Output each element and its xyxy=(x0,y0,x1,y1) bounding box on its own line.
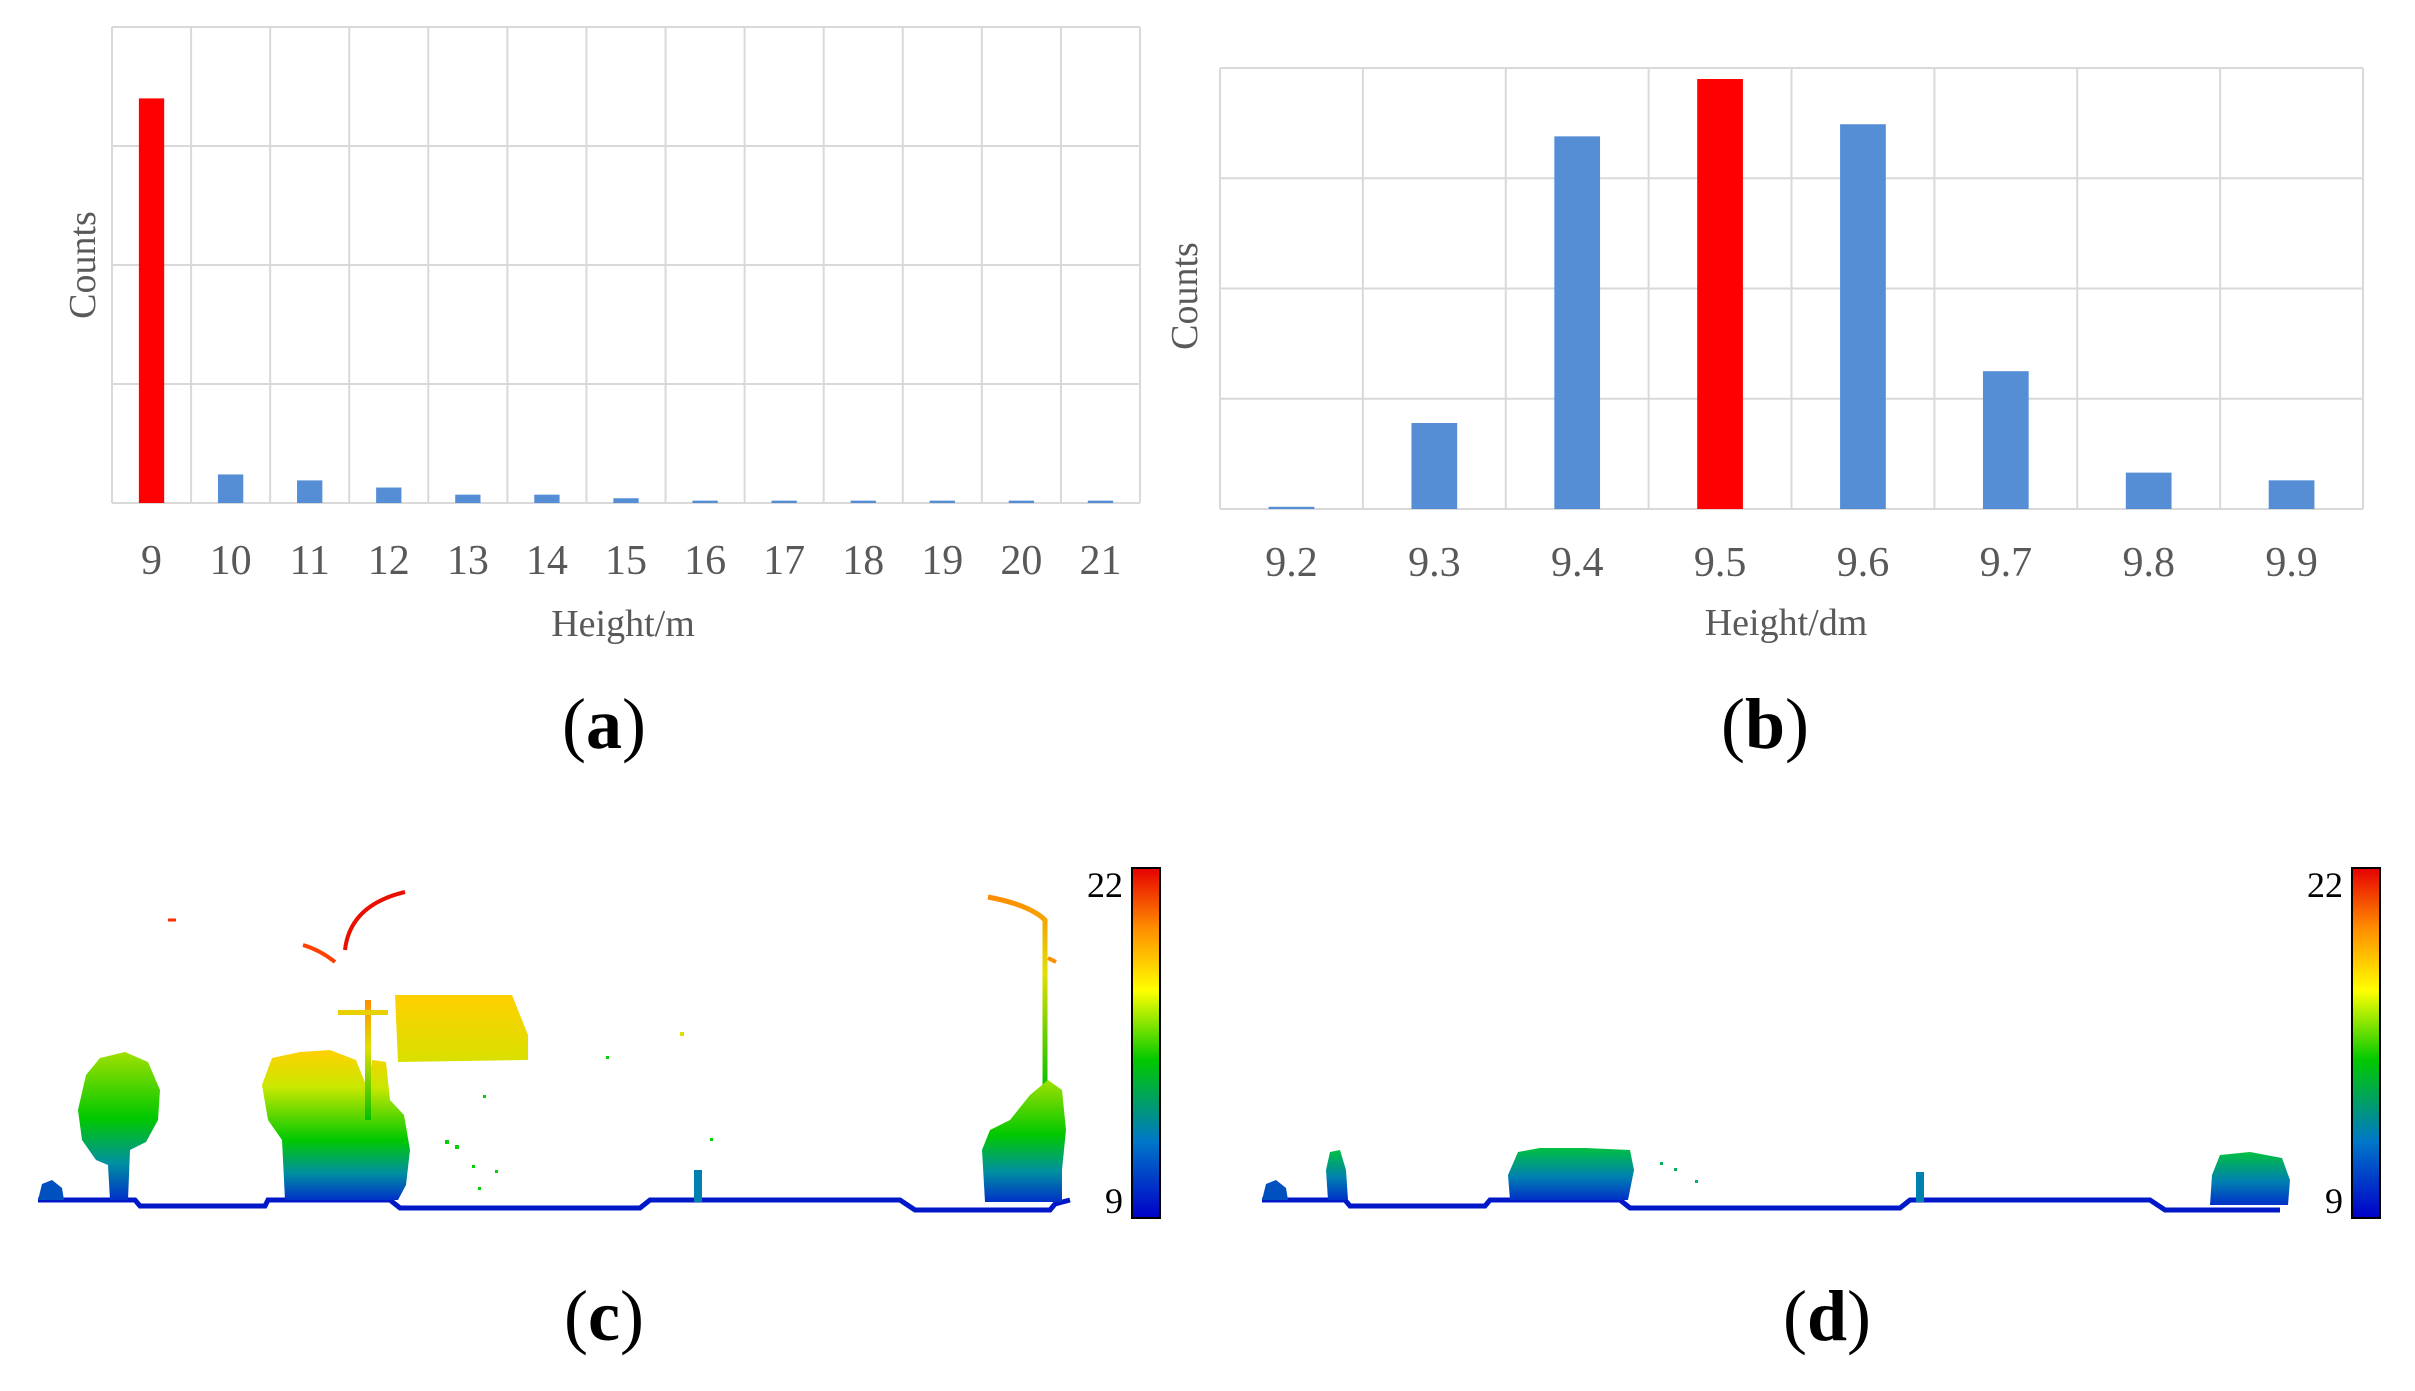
colorbar-c xyxy=(1131,867,1161,1219)
panel-label-c: (c) xyxy=(564,1276,644,1356)
chart-a-bar-11 xyxy=(297,480,323,503)
chart-b-tick-label: 9.3 xyxy=(1408,540,1461,586)
chart-a-bar-18 xyxy=(850,500,876,503)
stray-point-c xyxy=(680,1032,684,1036)
chart-a-bar-15 xyxy=(613,498,639,503)
scattered-points-c xyxy=(445,1056,713,1190)
chart-a-bar-20 xyxy=(1008,500,1035,503)
chart-a-tick-label: 10 xyxy=(210,538,252,584)
chart-a-bar-9 xyxy=(138,98,165,504)
chart-a-tick-label: 13 xyxy=(447,538,489,584)
chart-a-gridlines xyxy=(111,26,1141,504)
colorbar-c-max: 22 xyxy=(1087,865,1123,905)
chart-b-tick-label: 9.7 xyxy=(1980,540,2033,586)
chart-a: 9 10 11 12 13 14 15 16 17 18 19 20 21 Height/m Count… xyxy=(62,26,1141,645)
post-center-c xyxy=(694,1170,702,1202)
chart-b-bar-9-2 xyxy=(1268,506,1315,509)
chart-b: 9.2 9.3 9.4 9.5 9.6 9.7 9.8 9.9 Height/dm Count… xyxy=(1164,67,2364,644)
colorbar-d-max: 22 xyxy=(2307,865,2343,905)
chart-b-bars xyxy=(1268,79,2315,510)
chart-a-bar-19 xyxy=(929,500,955,503)
sign-board-c xyxy=(395,995,528,1062)
chart-a-bars xyxy=(138,98,1114,504)
panel-label-d: (d) xyxy=(1783,1276,1871,1356)
ground-points-d xyxy=(1262,1197,2280,1213)
chart-b-tick-label: 9.2 xyxy=(1265,540,1318,586)
chart-b-tick-label: 9.6 xyxy=(1837,540,1890,586)
panel-label-b: (b) xyxy=(1721,684,1809,764)
street-light-right-c xyxy=(987,894,1048,1090)
chart-a-bar-13 xyxy=(455,494,481,503)
chart-a-tick-label: 14 xyxy=(526,538,568,584)
chart-a-ylabel: Counts xyxy=(62,211,104,319)
point-cloud-d xyxy=(1262,1148,2290,1213)
chart-b-tick-label: 9.9 xyxy=(2265,540,2318,586)
chart-b-gridlines xyxy=(1219,67,2364,510)
chart-a-bar-12 xyxy=(376,487,402,503)
vegetation-cluster-c xyxy=(262,1050,410,1200)
ground-points-c xyxy=(38,1197,1071,1213)
chart-b-bar-9-8 xyxy=(2125,472,2172,509)
chart-a-bar-17 xyxy=(771,500,797,503)
post-center-d xyxy=(1916,1172,1924,1202)
chart-b-tick-label: 9.8 xyxy=(2122,540,2175,586)
chart-b-ylabel: Counts xyxy=(1164,242,1206,350)
chart-a-bar-10 xyxy=(217,474,244,503)
chart-b-bar-9-4 xyxy=(1554,136,1601,510)
chart-a-tick-label: 19 xyxy=(921,538,963,584)
chart-a-x-tick-labels: 9 10 11 12 13 14 15 16 17 18 19 20 21 xyxy=(141,538,1121,584)
chart-b-bar-9-6 xyxy=(1840,124,1886,509)
pole-crossbar-c xyxy=(338,1010,388,1015)
chart-a-bar-21 xyxy=(1087,500,1114,503)
chart-a-tick-label: 17 xyxy=(763,538,805,584)
chart-a-tick-label: 12 xyxy=(368,538,410,584)
point-cloud-c xyxy=(38,890,1071,1213)
chart-a-tick-label: 20 xyxy=(1000,538,1042,584)
chart-b-bar-9-3 xyxy=(1411,423,1458,509)
colorbar-d-min: 9 xyxy=(2325,1181,2343,1221)
chart-b-x-tick-labels: 9.2 9.3 9.4 9.5 9.6 9.7 9.8 9.9 xyxy=(1265,540,2318,586)
chart-a-xlabel: Height/m xyxy=(551,603,695,645)
small-object-c xyxy=(38,1180,64,1200)
tree-right-d xyxy=(2210,1152,2290,1205)
chart-b-tick-label: 9.4 xyxy=(1551,540,1604,586)
colorbar-d xyxy=(2351,867,2381,1219)
chart-b-bar-9-9 xyxy=(2268,480,2315,509)
chart-a-bar-14 xyxy=(534,494,560,503)
chart-a-bar-16 xyxy=(692,500,718,503)
chart-a-tick-label: 11 xyxy=(289,538,329,584)
chart-b-xlabel: Height/dm xyxy=(1705,602,1868,644)
tree-right-c xyxy=(982,1080,1066,1202)
chart-b-tick-label: 9.5 xyxy=(1694,540,1747,586)
street-light-arm-c xyxy=(1047,956,1057,964)
small-object-d xyxy=(1262,1180,1288,1200)
chart-a-tick-label: 9 xyxy=(141,538,162,584)
wire-2-c xyxy=(343,890,406,951)
wire-1-c xyxy=(302,943,337,964)
chart-b-bar-9-5 xyxy=(1697,79,1743,510)
panel-label-a: (a) xyxy=(562,684,646,764)
tree-left-c xyxy=(78,1052,160,1200)
chart-a-tick-label: 21 xyxy=(1079,538,1121,584)
scattered-points-d xyxy=(1660,1162,1698,1183)
chart-a-tick-label: 18 xyxy=(842,538,884,584)
chart-a-tick-label: 16 xyxy=(684,538,726,584)
vegetation-cluster-d xyxy=(1508,1148,1634,1200)
tree-left-d xyxy=(1326,1150,1348,1200)
chart-b-bar-9-7 xyxy=(1982,371,2029,509)
chart-a-tick-label: 15 xyxy=(605,538,647,584)
pole-structure-c xyxy=(365,1000,371,1120)
colorbar-c-min: 9 xyxy=(1105,1181,1123,1221)
